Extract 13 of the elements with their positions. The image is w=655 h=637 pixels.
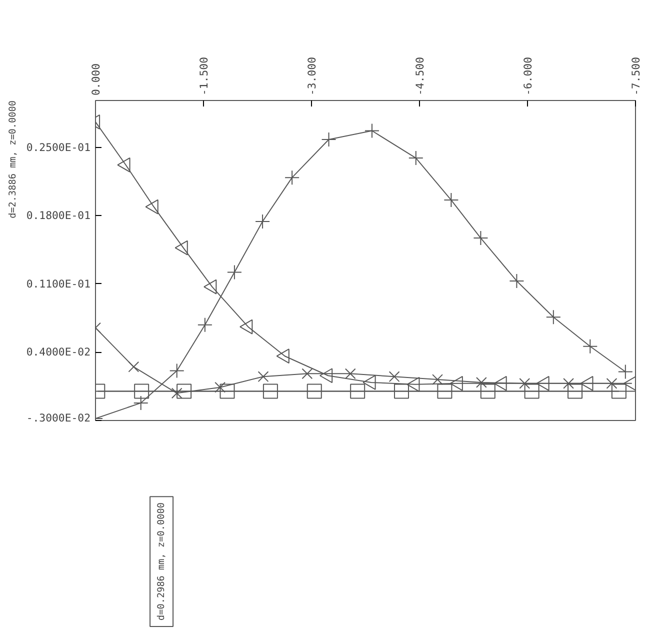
x-tick-label: -7.500 [630, 57, 642, 96]
text: d=2.3886 mm, z=0.0000 [8, 100, 18, 218]
y-tick-label: 0.2500E-01 [26, 140, 90, 154]
x-tick-label: -1.500 [198, 57, 210, 96]
y-tick-label: 0.4000E-02 [26, 346, 90, 359]
y-tick-label: 0.1100E-01 [26, 277, 90, 290]
y-tick-label: -.3000E-02 [26, 412, 90, 424]
x-tick-label: -3.000 [306, 57, 318, 96]
x-tick-label: -4.500 [414, 57, 426, 96]
text: d=0.2986 mm, z=0.0000 [156, 502, 168, 620]
x-tick-label: 0.000 [90, 63, 102, 96]
x-tick-label: -6.000 [522, 57, 534, 96]
y-tick-label: 0.1800E-01 [26, 209, 90, 222]
